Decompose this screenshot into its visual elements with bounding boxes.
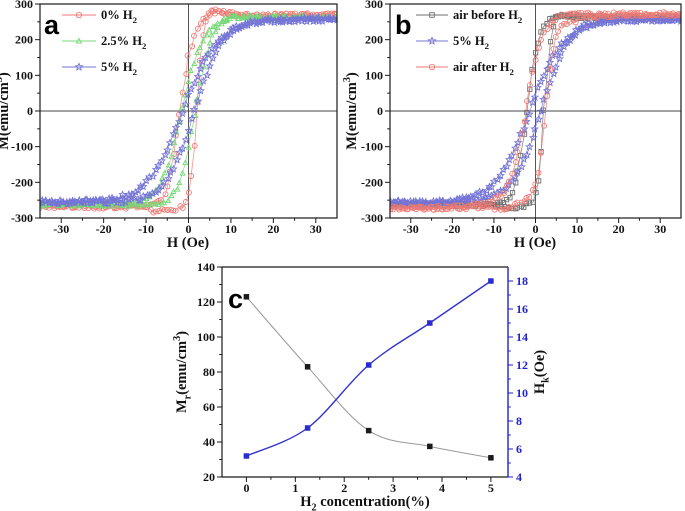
tick-label: -30 bbox=[403, 222, 419, 236]
tick-label: 40 bbox=[203, 435, 215, 449]
legend-label: 5% H2 bbox=[453, 34, 490, 51]
panel-a-series bbox=[40, 6, 337, 216]
tick-label: 0 bbox=[377, 104, 383, 118]
tick-label: 18 bbox=[516, 274, 528, 288]
tick-label: 14 bbox=[516, 330, 528, 344]
y-axis-label: M(emu/cm3) bbox=[342, 72, 360, 150]
tick-label: 4 bbox=[439, 481, 445, 495]
tick-label: 20 bbox=[203, 470, 215, 484]
tick-label: 3 bbox=[390, 481, 396, 495]
tick-label: 100 bbox=[197, 330, 215, 344]
tick-label: 10 bbox=[571, 222, 583, 236]
tick-label: 200 bbox=[365, 33, 383, 47]
y-axis-right-label: Hk(Oe) bbox=[532, 350, 551, 394]
tick-label: -200 bbox=[361, 175, 383, 189]
panel-a-series-2 bbox=[40, 13, 337, 208]
panel-a-chart: -30 -20 -10 0 10 20 30-300-200-1000100200300H … bbox=[0, 0, 338, 251]
panel-letter: b bbox=[395, 10, 412, 40]
tick-label: -100 bbox=[11, 140, 33, 154]
y-axis-label: M(emu/cm3) bbox=[0, 72, 12, 150]
tick-label: 8 bbox=[516, 414, 522, 428]
tick-label: 120 bbox=[197, 295, 215, 309]
panel-b-series bbox=[390, 9, 681, 213]
legend-label: 5% H2 bbox=[101, 60, 138, 77]
legend-label: air after H2 bbox=[453, 60, 514, 77]
tick-label: 300 bbox=[15, 0, 33, 11]
tick-label: 140 bbox=[197, 260, 215, 274]
legend-label: 0% H2 bbox=[101, 8, 138, 25]
legend-label: air before H2 bbox=[453, 8, 523, 25]
tick-label: 6 bbox=[516, 442, 522, 456]
tick-label: -300 bbox=[11, 211, 33, 225]
tick-label: 30 bbox=[310, 222, 322, 236]
tick-label: 5 bbox=[488, 481, 494, 495]
tick-label: 0 bbox=[186, 222, 192, 236]
panel-a-zero-lines bbox=[40, 4, 337, 218]
tick-label: 12 bbox=[516, 358, 528, 372]
panel-c-series-hk bbox=[243, 278, 494, 459]
tick-label: 300 bbox=[365, 0, 383, 11]
tick-label: 10 bbox=[516, 386, 528, 400]
panel-a-legend: 0% H2 2.5% H2 5% H2 bbox=[62, 8, 147, 77]
tick-label: 4 bbox=[516, 470, 522, 484]
tick-label: -300 bbox=[361, 211, 383, 225]
x-axis-label: H2 concentration(%) bbox=[300, 494, 430, 511]
panel-b-chart: -30 -20 -10 0 10 20 30-300-200-1000100200300H … bbox=[342, 0, 682, 251]
panel-b-legend: air before H2 5% H2 air after H2 bbox=[416, 8, 523, 77]
tick-label: 0 bbox=[27, 104, 33, 118]
tick-label: 0 bbox=[243, 481, 249, 495]
tick-label: -20 bbox=[96, 222, 112, 236]
tick-label: 20 bbox=[267, 222, 279, 236]
tick-label: -100 bbox=[361, 140, 383, 154]
tick-label: 80 bbox=[203, 365, 215, 379]
tick-label: 100 bbox=[365, 68, 383, 82]
panel-c-series-mr bbox=[243, 294, 494, 461]
tick-label: 100 bbox=[15, 68, 33, 82]
y-axis-left-label: Mr(emu/cm3) bbox=[172, 331, 193, 413]
tick-label: -30 bbox=[53, 222, 69, 236]
tick-label: 60 bbox=[203, 400, 215, 414]
panel-letter: a bbox=[44, 10, 60, 40]
panel-c-series bbox=[243, 278, 494, 461]
tick-label: 200 bbox=[15, 33, 33, 47]
panel-b-series-2 bbox=[390, 9, 681, 213]
tick-label: 1 bbox=[292, 481, 298, 495]
x-axis-label: H (Oe) bbox=[514, 235, 556, 251]
tick-label: 0 bbox=[533, 222, 539, 236]
tick-label: -10 bbox=[138, 222, 154, 236]
tick-label: 2 bbox=[341, 481, 347, 495]
tick-label: 10 bbox=[225, 222, 237, 236]
tick-label: 20 bbox=[613, 222, 625, 236]
tick-label: 30 bbox=[654, 222, 666, 236]
tick-label: 16 bbox=[516, 302, 528, 316]
panel-letter: c bbox=[228, 284, 243, 314]
legend-label: 2.5% H2 bbox=[101, 34, 147, 51]
tick-label: -10 bbox=[486, 222, 502, 236]
panel-b-zero-lines bbox=[390, 4, 681, 218]
tick-label: -20 bbox=[444, 222, 460, 236]
tick-label: -200 bbox=[11, 175, 33, 189]
x-axis-label: H (Oe) bbox=[167, 235, 209, 251]
